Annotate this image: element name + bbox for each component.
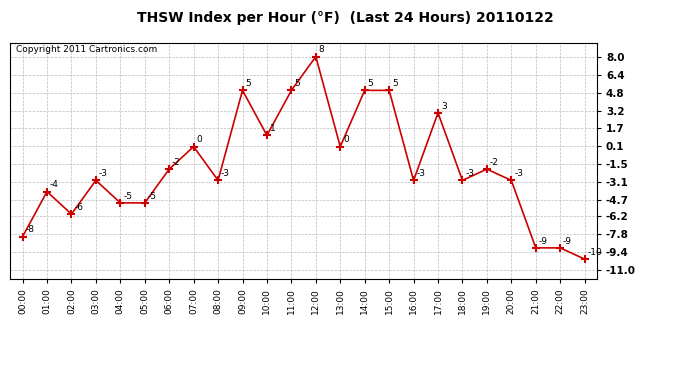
- Text: 5: 5: [392, 79, 397, 88]
- Text: -5: -5: [123, 192, 132, 201]
- Text: 5: 5: [294, 79, 300, 88]
- Text: -3: -3: [221, 169, 230, 178]
- Text: -3: -3: [465, 169, 474, 178]
- Text: 0: 0: [197, 135, 202, 144]
- Text: -5: -5: [148, 192, 157, 201]
- Text: THSW Index per Hour (°F)  (Last 24 Hours) 20110122: THSW Index per Hour (°F) (Last 24 Hours)…: [137, 11, 553, 25]
- Text: -8: -8: [26, 225, 34, 234]
- Text: 8: 8: [319, 45, 324, 54]
- Text: -6: -6: [75, 203, 83, 212]
- Text: -2: -2: [172, 158, 181, 167]
- Text: -3: -3: [416, 169, 425, 178]
- Text: 0: 0: [343, 135, 348, 144]
- Text: -2: -2: [490, 158, 499, 167]
- Text: 5: 5: [368, 79, 373, 88]
- Text: 3: 3: [441, 102, 446, 111]
- Text: -3: -3: [99, 169, 108, 178]
- Text: -9: -9: [538, 237, 548, 246]
- Text: -4: -4: [50, 180, 59, 189]
- Text: Copyright 2011 Cartronics.com: Copyright 2011 Cartronics.com: [17, 45, 157, 54]
- Text: -3: -3: [514, 169, 523, 178]
- Text: 1: 1: [270, 124, 275, 133]
- Text: -9: -9: [563, 237, 572, 246]
- Text: 5: 5: [245, 79, 251, 88]
- Text: -10: -10: [587, 248, 602, 257]
